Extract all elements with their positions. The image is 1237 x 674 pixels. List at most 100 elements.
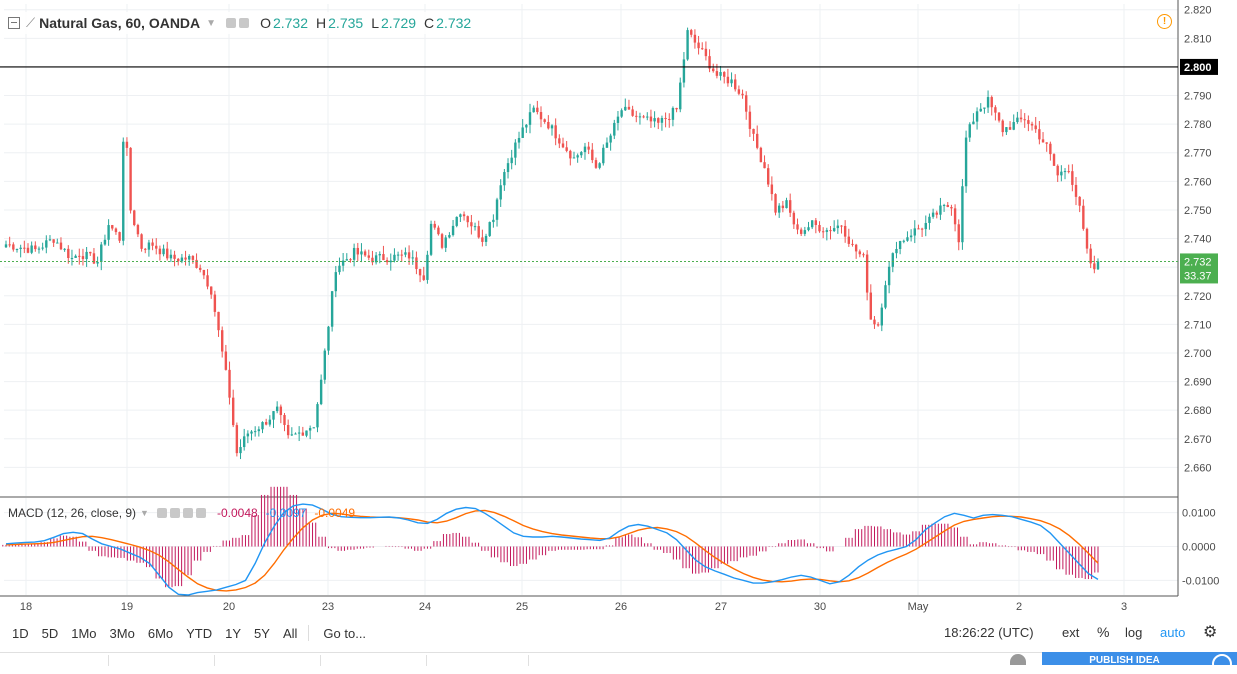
- candle: [616, 116, 620, 123]
- candle: [173, 254, 176, 259]
- candle: [440, 234, 444, 248]
- candle: [510, 157, 513, 164]
- close-icon[interactable]: [195, 508, 206, 518]
- eye-icon[interactable]: [156, 508, 167, 518]
- candle: [539, 112, 543, 120]
- price-tick-label: 2.660: [1184, 462, 1212, 474]
- last-price-label: 2.732: [1184, 256, 1212, 268]
- settings-icon[interactable]: [239, 18, 250, 28]
- candle: [301, 432, 305, 436]
- candle: [825, 230, 829, 232]
- candle: [701, 48, 704, 50]
- chevron-down-icon[interactable]: ▼: [206, 17, 217, 29]
- chevron-down-icon[interactable]: ▼: [140, 508, 149, 518]
- candle: [188, 255, 191, 260]
- gear-icon[interactable]: ⚙: [1203, 624, 1218, 641]
- warning-icon[interactable]: !: [1157, 14, 1172, 29]
- log-toggle[interactable]: log: [1125, 625, 1143, 640]
- candle: [664, 117, 667, 120]
- candle: [517, 137, 521, 143]
- candle: [909, 235, 913, 238]
- time-tick-label: 20: [223, 601, 235, 613]
- candle: [367, 255, 370, 258]
- time-tick-label: 26: [615, 601, 627, 613]
- tab-divider: [108, 655, 109, 666]
- candle: [253, 431, 257, 433]
- candle: [1001, 120, 1004, 133]
- candle: [964, 137, 968, 187]
- range-button-5d[interactable]: 5D: [41, 625, 59, 641]
- candle: [697, 42, 700, 49]
- goto-button[interactable]: Go to...: [323, 625, 367, 641]
- candle: [876, 324, 880, 326]
- publish-options-button[interactable]: [1207, 652, 1237, 674]
- candle: [8, 244, 11, 246]
- candle: [902, 240, 905, 242]
- collapse-icon[interactable]: [8, 17, 20, 29]
- price-tick-label: 2.770: [1184, 148, 1212, 160]
- candle: [473, 226, 477, 228]
- candle: [924, 222, 927, 230]
- candle: [957, 224, 960, 243]
- range-button-5y[interactable]: 5Y: [254, 625, 270, 641]
- candle: [682, 59, 686, 83]
- auto-toggle[interactable]: auto: [1160, 625, 1186, 640]
- candle: [950, 207, 953, 209]
- candle: [576, 155, 579, 158]
- range-button-6mo[interactable]: 6Mo: [147, 625, 174, 641]
- candle: [832, 228, 836, 232]
- range-button-ytd[interactable]: YTD: [186, 625, 213, 641]
- candle: [704, 48, 708, 57]
- publish-idea-button[interactable]: PUBLISH IDEA: [1042, 652, 1207, 665]
- candle: [719, 72, 722, 76]
- candle: [810, 220, 814, 228]
- macd-label[interactable]: MACD (12, 26, close, 9): [8, 506, 137, 520]
- candle: [202, 269, 206, 276]
- candle: [781, 205, 785, 209]
- candle: [752, 128, 755, 134]
- candle: [565, 147, 568, 151]
- add-icon[interactable]: [182, 508, 193, 518]
- candle: [385, 260, 389, 263]
- price-tick-label: 2.740: [1184, 234, 1212, 246]
- ext-toggle[interactable]: ext: [1062, 625, 1080, 640]
- candle: [437, 227, 440, 235]
- range-button-3mo[interactable]: 3Mo: [109, 625, 135, 641]
- clock[interactable]: 18:26:22 (UTC): [944, 625, 1034, 640]
- symbol-title[interactable]: Natural Gas, 60, OANDA: [39, 15, 201, 31]
- candle: [646, 116, 649, 118]
- candle: [745, 95, 748, 112]
- candle: [166, 248, 169, 259]
- gear-icon[interactable]: [1010, 654, 1026, 665]
- candle: [770, 184, 774, 195]
- candle: [144, 248, 147, 250]
- candle: [1049, 143, 1052, 155]
- candle: [151, 242, 154, 246]
- chart-canvas[interactable]: 2.6602.6702.6802.6902.7002.7102.7202.730…: [0, 0, 1237, 620]
- percent-toggle[interactable]: %: [1097, 624, 1110, 640]
- candle: [953, 208, 957, 225]
- candle: [411, 257, 414, 259]
- candle: [657, 118, 660, 123]
- candle: [737, 89, 741, 94]
- candle: [217, 311, 220, 331]
- candle: [261, 422, 264, 430]
- candle: [983, 107, 986, 109]
- range-button-1d[interactable]: 1D: [12, 625, 29, 641]
- candle: [1074, 184, 1078, 197]
- ohlc-value-l: 2.729: [380, 15, 417, 31]
- candle: [96, 262, 99, 264]
- range-button-1y[interactable]: 1Y: [225, 625, 242, 641]
- settings-icon[interactable]: [169, 508, 180, 518]
- compare-icon[interactable]: ⟋: [26, 15, 36, 30]
- price-tick-label: 2.710: [1184, 319, 1212, 331]
- macd-line: [5, 503, 1099, 596]
- time-tick-label: 25: [516, 601, 528, 613]
- price-tick-label: 2.670: [1184, 434, 1212, 446]
- eye-icon[interactable]: [226, 18, 237, 28]
- range-button-1mo[interactable]: 1Mo: [71, 625, 97, 641]
- symbol-header: ⟋ Natural Gas, 60, OANDA ▼ O 2.732 H 2.735 L…: [8, 12, 476, 34]
- candle: [675, 107, 678, 110]
- range-button-all[interactable]: All: [282, 625, 298, 641]
- candle: [847, 236, 851, 244]
